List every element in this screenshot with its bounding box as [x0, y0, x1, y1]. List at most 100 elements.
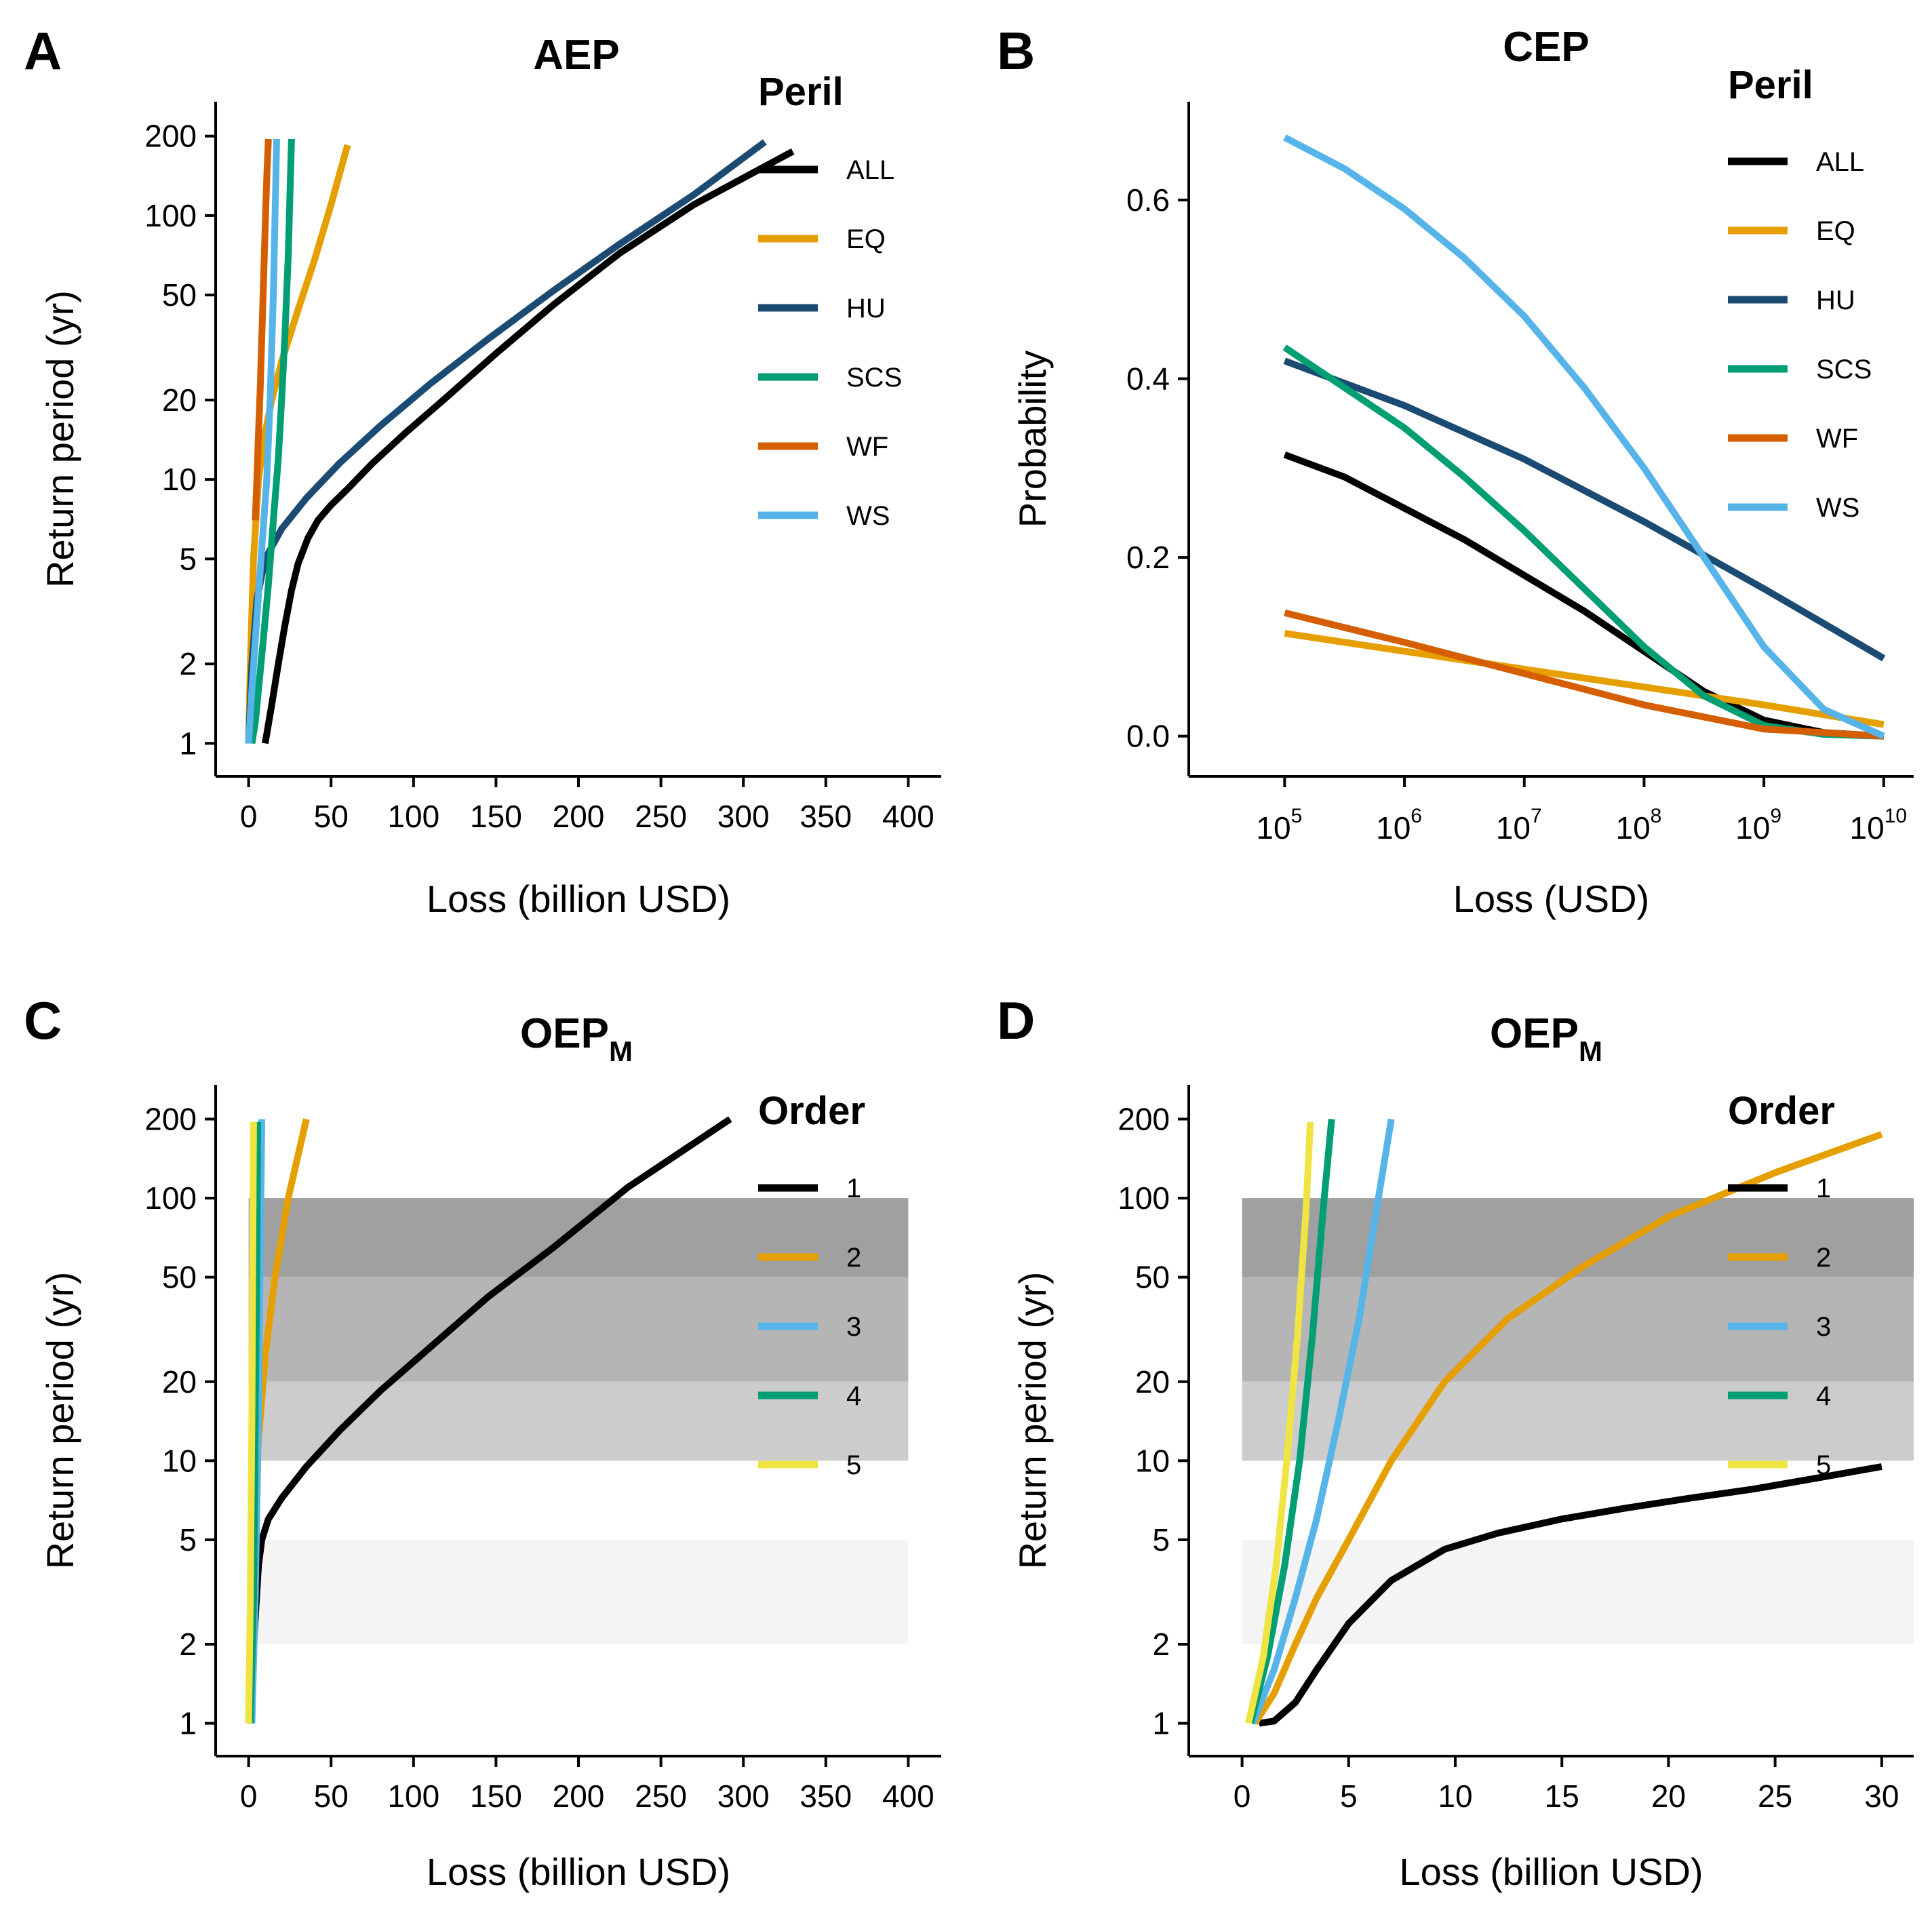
- y-tick-label: 10: [162, 462, 197, 497]
- x-tick-label: 350: [800, 799, 852, 834]
- series-line-all: [1283, 451, 1885, 740]
- y-tick-label: 20: [1135, 1364, 1170, 1399]
- x-axis-label: Loss (billion USD): [1399, 1850, 1703, 1893]
- series-line-eq: [1284, 630, 1885, 728]
- y-tick-label: 0.0: [1126, 719, 1170, 754]
- y-tick-label: 200: [144, 1101, 197, 1136]
- legend-label-wf: WF: [1816, 424, 1858, 454]
- shaded-band-3: [1242, 1198, 1914, 1277]
- x-axis-label: Loss (USD): [1453, 877, 1649, 920]
- legend-label-1: 1: [846, 1174, 861, 1204]
- y-tick-label: 20: [162, 1364, 197, 1399]
- x-tick-label: 150: [470, 799, 522, 834]
- panel-letter: C: [24, 991, 62, 1050]
- y-tick-label: 200: [144, 119, 197, 154]
- x-tick-label: 10: [1438, 1778, 1472, 1814]
- y-tick-label: 2: [1152, 1627, 1170, 1662]
- y-tick-label: 100: [144, 1180, 197, 1216]
- y-tick-label: 10: [1135, 1443, 1170, 1478]
- legend-title: Order: [758, 1089, 865, 1133]
- y-tick-label: 1: [179, 726, 197, 761]
- legend-label-4: 4: [846, 1381, 861, 1411]
- series-line-1: [1259, 1463, 1882, 1727]
- legend-label-scs: SCS: [846, 363, 902, 393]
- y-tick-label: 200: [1118, 1101, 1170, 1136]
- series-line-2: [1252, 1131, 1883, 1726]
- y-tick-label: 100: [144, 198, 197, 233]
- legend-label-4: 4: [1816, 1381, 1831, 1411]
- panel-a: 0 50 100 150 200 250 300 350 400 1 2 5 10 20 50 100 200 L…: [24, 21, 941, 920]
- y-tick-label: 10: [162, 1443, 197, 1478]
- x-tick-label: 250: [635, 799, 687, 834]
- y-tick-label: 100: [1118, 1180, 1170, 1216]
- series-line-wf: [252, 138, 272, 521]
- x-tick-label: 105: [1256, 805, 1302, 846]
- legend-title: Order: [1728, 1089, 1835, 1133]
- chart-title: OEPM: [1490, 1010, 1602, 1067]
- shaded-band-0: [248, 1539, 909, 1645]
- legend-label-ws: WS: [1816, 493, 1859, 523]
- series-line-wf: [1284, 609, 1885, 740]
- y-tick-label: 50: [162, 1260, 197, 1295]
- series-line-all: [262, 148, 795, 744]
- series-line-3: [1249, 1118, 1395, 1725]
- x-tick-label: 109: [1735, 805, 1781, 846]
- y-tick-label: 50: [1135, 1260, 1170, 1295]
- x-tick-label: 350: [800, 1778, 852, 1814]
- x-tick-label: 107: [1496, 805, 1542, 846]
- chart-title: OEPM: [520, 1010, 633, 1067]
- series-line-hu: [1283, 357, 1886, 662]
- x-tick-label: 400: [882, 1778, 934, 1814]
- shaded-band-2: [1242, 1277, 1914, 1382]
- legend-title: Peril: [1728, 63, 1813, 107]
- x-tick-label: 150: [470, 1778, 522, 1814]
- legend-title: Peril: [758, 70, 844, 114]
- x-tick-label: 30: [1864, 1778, 1899, 1814]
- x-tick-label: 0: [240, 1778, 258, 1814]
- panel-letter: A: [24, 21, 62, 81]
- panel-c: 0 50 100 150 200 250 300 350 400 1 2 5 10 20 50 100 200 L…: [24, 991, 941, 1893]
- y-tick-label: 1: [179, 1706, 197, 1741]
- legend-label-hu: HU: [1816, 285, 1855, 315]
- y-axis-label: Return period (yr): [1011, 1272, 1054, 1570]
- x-tick-label: 0: [240, 799, 258, 834]
- series-line-scs: [248, 138, 295, 744]
- x-tick-label: 250: [635, 1778, 687, 1814]
- y-tick-label: 5: [179, 1522, 197, 1557]
- x-tick-label: 106: [1376, 805, 1422, 846]
- y-tick-label: 2: [179, 646, 197, 681]
- y-tick-label: 1: [1152, 1706, 1170, 1741]
- legend-label-5: 5: [846, 1450, 861, 1480]
- series-line-5: [245, 1121, 257, 1724]
- x-axis-label: Loss (billion USD): [427, 1850, 730, 1893]
- panel-letter: D: [997, 991, 1035, 1050]
- x-tick-label: 108: [1616, 805, 1662, 846]
- legend-label-scs: SCS: [1816, 355, 1872, 384]
- y-axis-label: Probability: [1011, 351, 1054, 528]
- x-tick-label: 0: [1234, 1778, 1251, 1814]
- y-tick-label: 5: [1152, 1522, 1170, 1557]
- y-tick-label: 5: [179, 541, 197, 576]
- x-tick-label: 1010: [1850, 805, 1908, 846]
- series-line-ws: [245, 138, 280, 744]
- x-tick-label: 5: [1340, 1778, 1358, 1814]
- y-tick-label: 2: [179, 1627, 197, 1662]
- x-tick-label: 20: [1651, 1778, 1686, 1814]
- x-tick-label: 100: [387, 1778, 439, 1814]
- legend-label-2: 2: [846, 1243, 861, 1273]
- y-tick-label: 0.4: [1126, 361, 1170, 397]
- legend-label-all: ALL: [1816, 147, 1864, 177]
- panel-letter: B: [997, 21, 1035, 81]
- legend-label-all: ALL: [846, 155, 894, 185]
- y-tick-label: 50: [162, 277, 197, 313]
- y-tick-label: 0.6: [1126, 182, 1170, 218]
- legend-label-hu: HU: [846, 294, 886, 323]
- legend-label-3: 3: [1816, 1312, 1831, 1342]
- panel-b: 105 106 107 108 109 1010 0.0 0.2 0.4 0.6 Loss (USD…: [997, 21, 1914, 920]
- legend-label-3: 3: [846, 1312, 861, 1342]
- chart-title: CEP: [1503, 24, 1589, 71]
- x-tick-label: 200: [553, 799, 605, 834]
- shaded-band-0: [1242, 1539, 1914, 1645]
- series-line-ws: [1283, 134, 1885, 740]
